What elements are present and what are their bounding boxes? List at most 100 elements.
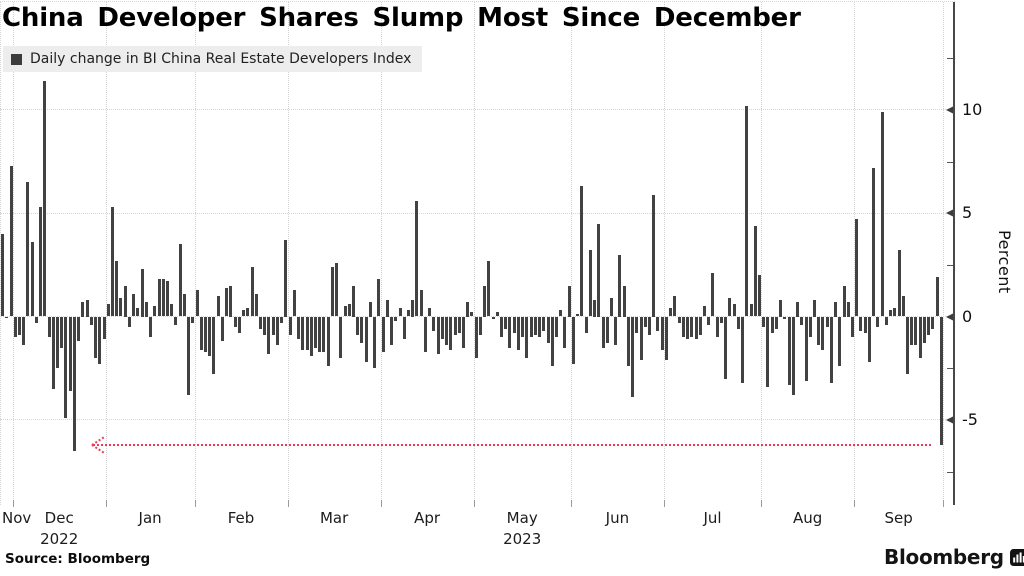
month-tick	[380, 500, 382, 507]
bar	[555, 316, 558, 338]
bar	[212, 316, 216, 375]
bar	[774, 316, 778, 329]
bar	[550, 316, 554, 367]
bar	[673, 295, 677, 317]
x-axis-year-label: 2023	[503, 530, 542, 548]
bar	[297, 316, 300, 340]
bar	[394, 316, 398, 321]
bar	[728, 297, 732, 317]
bar	[512, 316, 516, 333]
bar	[237, 316, 241, 333]
annotation-arrow-line	[93, 443, 931, 446]
bar	[863, 316, 867, 333]
bar	[77, 316, 81, 342]
bar	[98, 316, 102, 364]
bar	[161, 279, 165, 317]
month-tick	[194, 500, 196, 507]
bar	[546, 316, 550, 344]
month-gridline	[854, 2, 856, 505]
bar	[736, 316, 740, 329]
month-gridline	[570, 2, 572, 505]
bar	[5, 316, 9, 318]
bar	[339, 316, 343, 358]
bar	[605, 316, 609, 344]
y-tick-label: 0	[962, 306, 973, 326]
month-tick	[12, 500, 14, 507]
bar	[597, 223, 601, 317]
bar	[398, 308, 402, 317]
bar	[89, 316, 93, 325]
bar	[220, 316, 224, 342]
plot-top-border	[0, 1, 955, 2]
bar	[178, 244, 182, 317]
bar	[246, 308, 250, 317]
x-axis-month-label: Feb	[227, 509, 255, 527]
bar	[174, 316, 178, 325]
bar	[13, 316, 17, 338]
bar	[233, 316, 237, 327]
month-gridline	[12, 2, 14, 505]
bar	[280, 316, 284, 323]
bar	[609, 297, 613, 317]
y-minor-tick	[947, 471, 954, 473]
bar	[753, 225, 757, 317]
y-minor-tick	[947, 58, 954, 60]
bar	[529, 316, 533, 338]
bar	[474, 316, 478, 358]
bar	[1, 233, 4, 317]
legend-label: Daily change in BI China Real Estate Dev…	[30, 51, 412, 67]
bar	[711, 273, 715, 317]
bar	[698, 316, 702, 336]
bar	[140, 269, 144, 317]
bar	[800, 316, 804, 325]
bar	[618, 254, 622, 317]
bar	[106, 304, 110, 317]
bar	[51, 316, 55, 389]
y-minor-tick	[947, 161, 954, 163]
bar	[897, 250, 901, 317]
bar	[313, 316, 317, 348]
bar	[593, 300, 596, 317]
bar	[110, 206, 114, 317]
bar	[43, 80, 47, 317]
bar	[26, 182, 30, 317]
bar	[360, 316, 364, 344]
month-tick	[663, 500, 665, 507]
bar	[204, 316, 207, 352]
x-axis-month-label: Mar	[319, 509, 349, 527]
bar	[588, 250, 592, 317]
bar	[335, 262, 339, 317]
y-major-tick	[946, 312, 954, 321]
bar	[288, 316, 292, 336]
bar	[457, 316, 461, 333]
bar	[242, 310, 245, 317]
bar	[741, 316, 744, 383]
x-axis-month-label: Sep	[884, 509, 913, 527]
bar	[918, 316, 922, 358]
bar	[893, 308, 897, 317]
bloomberg-wordmark: Bloomberg	[884, 545, 1004, 569]
bar	[123, 285, 127, 317]
y-tick-label: -5	[962, 410, 978, 430]
y-tick-label: 10	[962, 99, 983, 119]
bar	[453, 316, 457, 336]
bar	[660, 316, 664, 350]
bar	[330, 266, 334, 317]
bar	[694, 316, 698, 340]
y-major-tick	[946, 209, 954, 218]
bar	[30, 242, 34, 317]
bar	[851, 316, 854, 338]
bar	[284, 240, 288, 317]
source-note: Source: Bloomberg	[5, 551, 151, 567]
bar	[72, 316, 76, 451]
bar	[64, 316, 68, 418]
bar	[225, 287, 229, 317]
bar	[259, 316, 262, 329]
bar	[681, 316, 685, 338]
bar	[267, 316, 271, 354]
bar	[229, 285, 233, 317]
y-tick-label: 5	[962, 203, 973, 223]
bar	[419, 289, 423, 317]
